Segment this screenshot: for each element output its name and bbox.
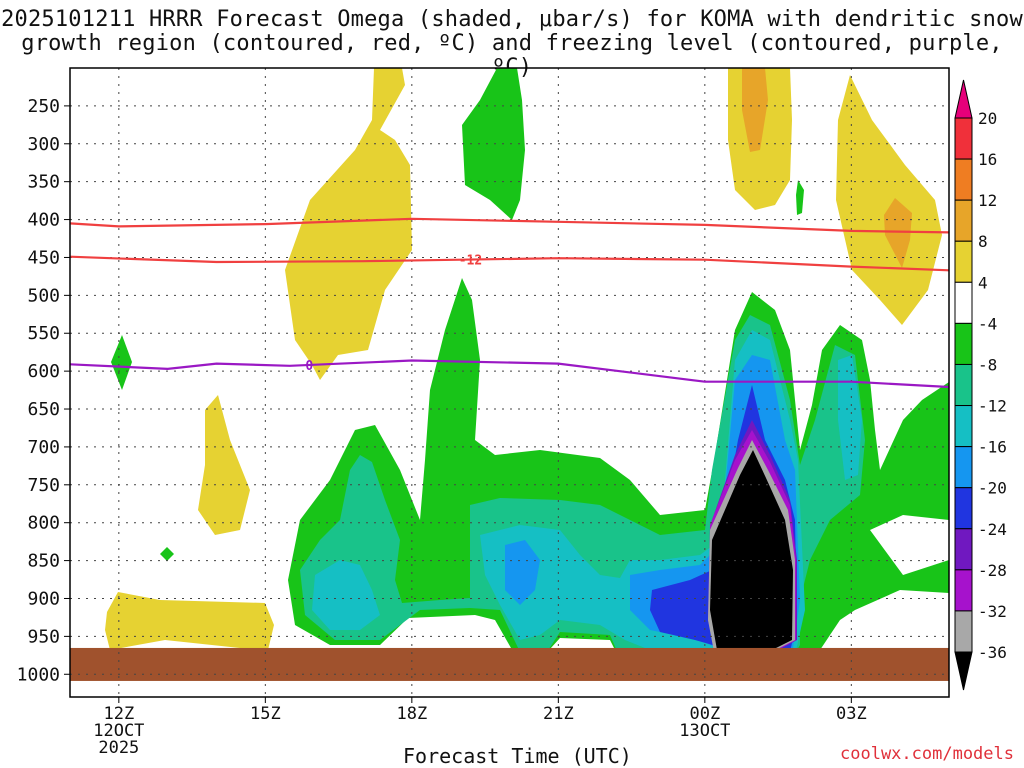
y-tick-label: 650 — [27, 399, 60, 420]
omega-negative-region — [111, 335, 132, 390]
colorbar-label: 8 — [978, 232, 988, 251]
omega-extreme-region — [710, 450, 793, 657]
x-tick-year: 2025 — [98, 738, 139, 758]
y-axis: 250 300 350 400 450 500 550 600 650 700 750 800 850 9… — [17, 96, 70, 685]
y-tick-label: 300 — [27, 134, 60, 155]
colorbar-swatch — [954, 363, 973, 407]
omega-negative-region — [160, 547, 174, 561]
contour-lines: -12 0 — [69, 217, 950, 389]
x-tick-label: 03Z — [836, 704, 867, 724]
colorbar-swatch — [954, 569, 973, 612]
omega-positive-region — [742, 68, 768, 152]
colorbar-label: -32 — [978, 602, 1007, 621]
chart-title-line-2: growth region (contoured, red, ºC) and f… — [21, 31, 1003, 80]
colorbar-label: 4 — [978, 273, 988, 292]
x-tick-label: 21Z — [543, 704, 574, 724]
colorbar-label: -20 — [978, 479, 1007, 498]
colorbar-swatch — [954, 610, 973, 653]
colorbar-label: 12 — [978, 191, 997, 210]
chart-title-line-1: 2025101211 HRRR Forecast Omega (shaded, … — [1, 7, 1023, 32]
colorbar-swatch — [954, 651, 973, 691]
y-tick-label: 950 — [27, 626, 60, 647]
omega-negative-region — [796, 180, 804, 215]
contour-label: -12 — [459, 254, 482, 269]
colorbar-swatch — [954, 322, 973, 365]
colorbar-label: -16 — [978, 438, 1007, 457]
omega-positive-region — [285, 68, 412, 380]
colorbar-label: -4 — [978, 314, 997, 333]
colorbar-swatch — [954, 240, 973, 283]
y-tick-label: 850 — [27, 551, 60, 572]
y-tick-label: 350 — [27, 172, 60, 193]
chart-gridlines — [70, 68, 949, 697]
colorbar-swatch — [954, 528, 973, 571]
y-tick-label: 400 — [27, 210, 60, 231]
x-tick-label: 18Z — [396, 704, 427, 724]
colorbar-swatch — [954, 79, 973, 119]
x-axis-title: Forecast Time (UTC) — [403, 744, 632, 768]
colorbar-label: -24 — [978, 520, 1007, 539]
ground-below-surface — [70, 647, 949, 681]
colorbar-swatch — [954, 117, 973, 160]
colorbar-legend: 20 16 12 8 4 -4 -8 -12 -16 -20 -24 -28 -32 -36 — [954, 79, 1007, 691]
colorbar-label: -12 — [978, 397, 1007, 416]
y-tick-label: 1000 — [17, 664, 60, 685]
omega-negative-region — [838, 355, 862, 480]
plot-frame — [69, 67, 950, 698]
x-tick-label: 15Z — [250, 704, 281, 724]
omega-negative-region — [462, 68, 525, 220]
contour-line — [69, 217, 950, 234]
x-tick-label: 12Z — [103, 704, 134, 724]
omega-positive-region — [198, 395, 250, 535]
x-tick-date: 12OCT — [93, 721, 144, 741]
omega-shading — [70, 68, 949, 681]
omega-positive-region — [836, 75, 942, 325]
contour-line — [69, 255, 950, 272]
x-tick-date: 13OCT — [679, 721, 730, 741]
colorbar-label: -28 — [978, 561, 1007, 580]
colorbar-swatch — [954, 199, 973, 242]
colorbar-label: 20 — [978, 109, 997, 128]
omega-negative-region — [312, 560, 380, 630]
x-tick-label: 00Z — [689, 704, 720, 724]
y-tick-label: 450 — [27, 247, 60, 268]
contour-label: 0 — [305, 359, 313, 374]
y-tick-label: 550 — [27, 323, 60, 344]
colorbar-label: -36 — [978, 643, 1007, 662]
y-tick-label: 750 — [27, 475, 60, 496]
colorbar-swatch — [954, 487, 973, 530]
site-credit[interactable]: coolwx.com/models — [840, 744, 1014, 764]
y-tick-label: 250 — [27, 96, 60, 117]
y-tick-label: 500 — [27, 285, 60, 306]
omega-positive-region — [884, 198, 912, 268]
colorbar-label: 16 — [978, 150, 997, 169]
y-tick-label: 700 — [27, 437, 60, 458]
colorbar-swatch — [954, 281, 973, 324]
colorbar-swatch — [954, 446, 973, 489]
omega-positive-region — [105, 592, 274, 650]
y-tick-label: 900 — [27, 588, 60, 609]
y-tick-label: 800 — [27, 513, 60, 534]
contour-line — [69, 359, 950, 389]
colorbar-swatch — [954, 158, 973, 201]
y-tick-label: 600 — [27, 361, 60, 382]
colorbar-swatch — [954, 405, 973, 448]
omega-negative-region — [505, 540, 540, 605]
colorbar-label: -8 — [978, 355, 997, 374]
